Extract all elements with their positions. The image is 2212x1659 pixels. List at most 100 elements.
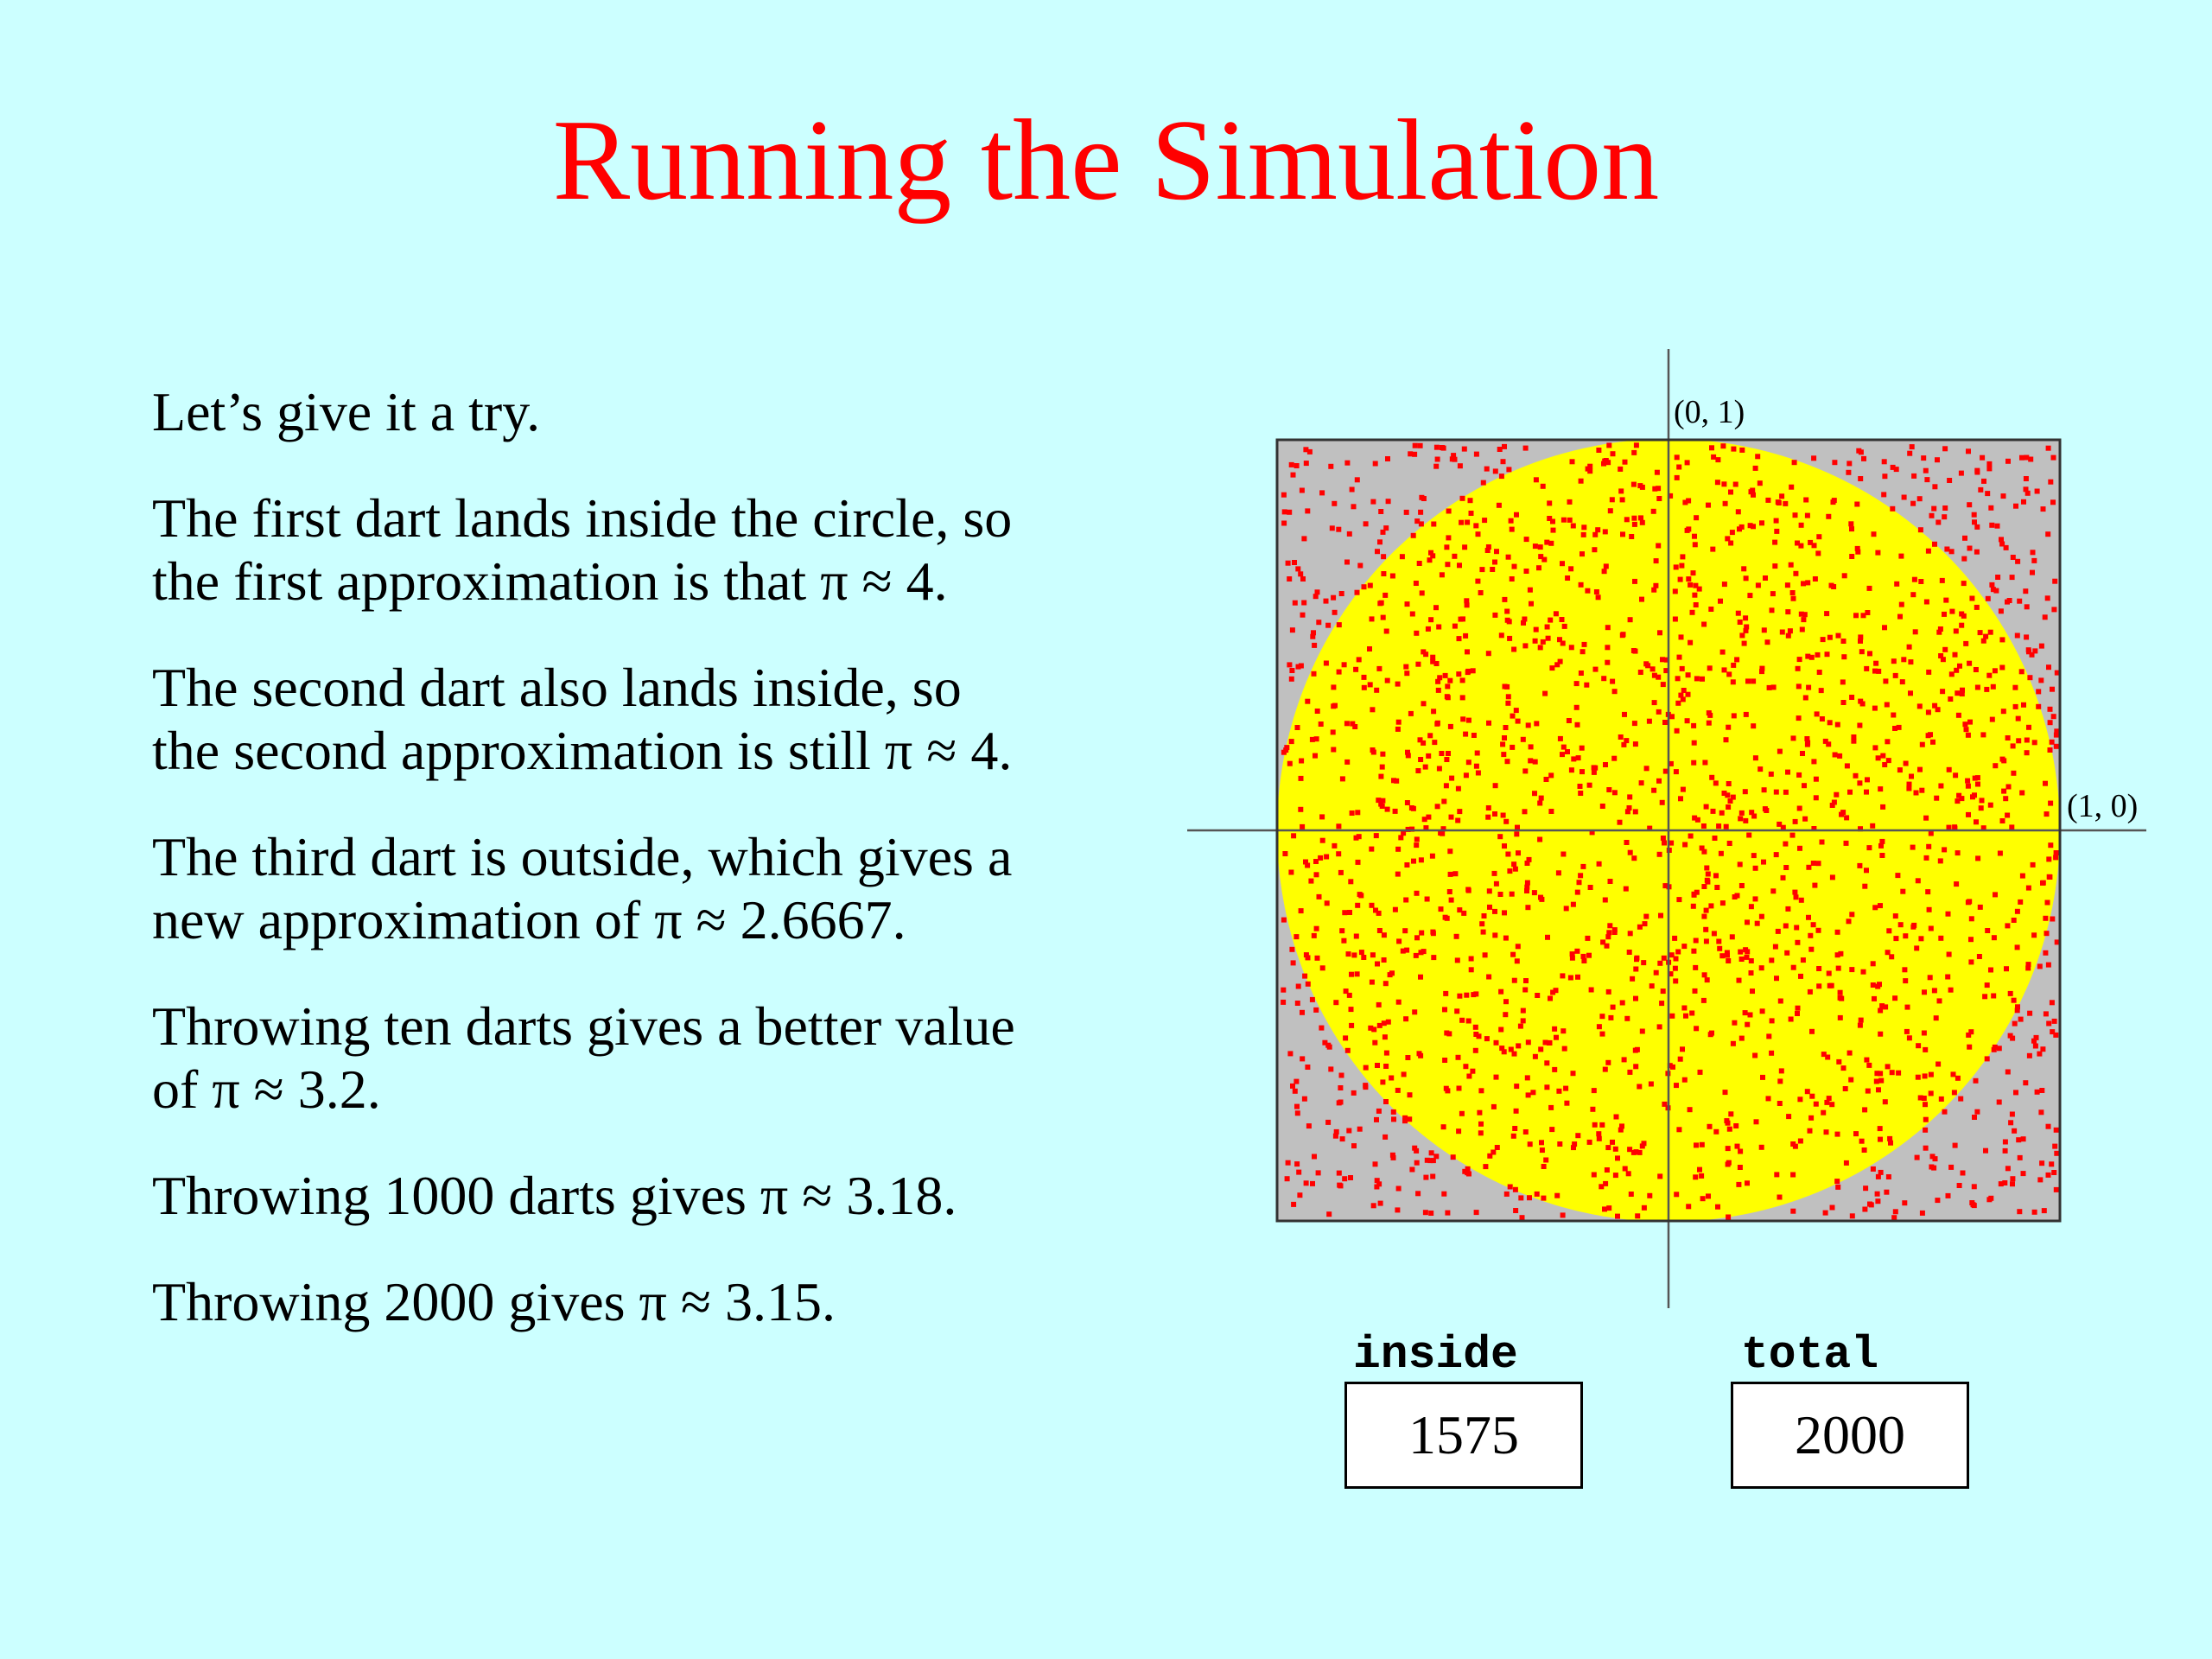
dart-point [1991, 993, 1997, 999]
dart-point [1503, 1191, 1510, 1197]
dart-point [1390, 1109, 1396, 1115]
dart-point [1445, 1210, 1451, 1216]
dart-point [1300, 612, 1306, 618]
dart-point [1573, 704, 1580, 710]
dart-point [2053, 850, 2059, 855]
dart-point [1651, 587, 1657, 593]
dart-point [1427, 733, 1433, 739]
dart-point [1336, 669, 1342, 675]
dart-point [1288, 461, 1294, 467]
dart-point [1958, 1096, 1964, 1102]
dart-point [1914, 945, 1920, 951]
dart-point [1888, 1140, 1893, 1146]
dart-point [1292, 1088, 1298, 1094]
dart-point [1519, 1215, 1525, 1221]
dart-point [1831, 498, 1837, 504]
dart-point [1674, 474, 1680, 480]
dart-point [1433, 463, 1440, 469]
dart-point [1319, 1025, 1325, 1031]
dart-point [1892, 672, 1898, 678]
dart-point [1445, 683, 1451, 690]
dart-point [1980, 825, 1986, 831]
dart-point [1633, 1149, 1639, 1155]
dart-point [1530, 1090, 1536, 1096]
dart-point [1381, 957, 1387, 963]
dart-point [1527, 1141, 1533, 1147]
dart-point [1745, 949, 1751, 955]
dart-point [1424, 896, 1430, 902]
dart-point [1955, 712, 1961, 718]
dart-point [1779, 629, 1785, 635]
dart-point [1306, 448, 1313, 454]
dart-point [1361, 674, 1367, 680]
dart-point [1404, 601, 1410, 607]
dart-point [1974, 819, 1979, 825]
dart-point [1389, 970, 1395, 976]
dart-point [1485, 814, 1491, 820]
dart-point [1896, 1070, 1902, 1076]
dart-point [1798, 897, 1804, 903]
dart-point [1570, 523, 1576, 529]
dart-point [1909, 773, 1914, 779]
dart-point [1421, 496, 1427, 501]
dart-point [1662, 1101, 1668, 1107]
dart-point [1826, 970, 1832, 976]
dart-point [1906, 781, 1912, 787]
dart-point [1923, 1145, 1929, 1151]
dart-point [1476, 1033, 1482, 1039]
dart-point [1465, 887, 1471, 893]
dart-point [1637, 483, 1643, 489]
dart-point [1979, 798, 1985, 804]
dart-point [1502, 596, 1508, 602]
dart-point [1353, 666, 1359, 672]
dart-point [1936, 519, 1942, 525]
dart-point [1758, 766, 1764, 772]
dart-point [1343, 1035, 1349, 1041]
dart-point [1704, 865, 1710, 871]
dart-point [1800, 751, 1805, 756]
dart-point [1678, 634, 1684, 640]
dart-point [1464, 598, 1470, 604]
dart-point [1690, 570, 1696, 576]
dart-point [1414, 836, 1420, 842]
dart-point [1711, 931, 1717, 937]
dart-point [1813, 776, 1819, 782]
dart-point [1358, 950, 1364, 956]
dart-point [1318, 855, 1324, 861]
dart-point [1811, 455, 1817, 461]
dart-point [1457, 993, 1463, 999]
dart-point [1540, 639, 1546, 645]
dart-point [1738, 883, 1745, 888]
dart-point [2048, 842, 2054, 849]
dart-point [1976, 954, 1982, 959]
dart-point [1434, 720, 1440, 726]
dart-point [1849, 1213, 1855, 1219]
dart-point [1456, 671, 1462, 677]
dart-point [1729, 530, 1735, 536]
dart-point [1380, 1079, 1386, 1085]
dart-point [1486, 720, 1491, 726]
dart-point [1991, 935, 1997, 941]
dart-point [1807, 1128, 1813, 1134]
dart-point [1878, 1007, 1884, 1014]
dart-point [1433, 605, 1439, 611]
dart-point [1463, 632, 1469, 639]
dart-point [1544, 539, 1550, 545]
dart-point [1875, 1198, 1881, 1205]
dart-point [1624, 517, 1630, 523]
dart-point [1799, 626, 1805, 632]
dart-point [1681, 1077, 1688, 1083]
dart-point [1534, 721, 1540, 727]
dart-point [1438, 906, 1444, 912]
dart-point [1497, 447, 1503, 452]
dart-point [1445, 562, 1451, 568]
dart-point [1734, 893, 1740, 899]
dart-point [1485, 544, 1491, 550]
dart-point [1743, 817, 1749, 823]
dart-point [1931, 505, 1937, 512]
dart-point [1942, 1109, 1948, 1115]
dart-point [2051, 607, 2057, 613]
dart-point [2032, 648, 2038, 654]
dart-point [1370, 1203, 1376, 1209]
dart-point [1897, 613, 1903, 620]
